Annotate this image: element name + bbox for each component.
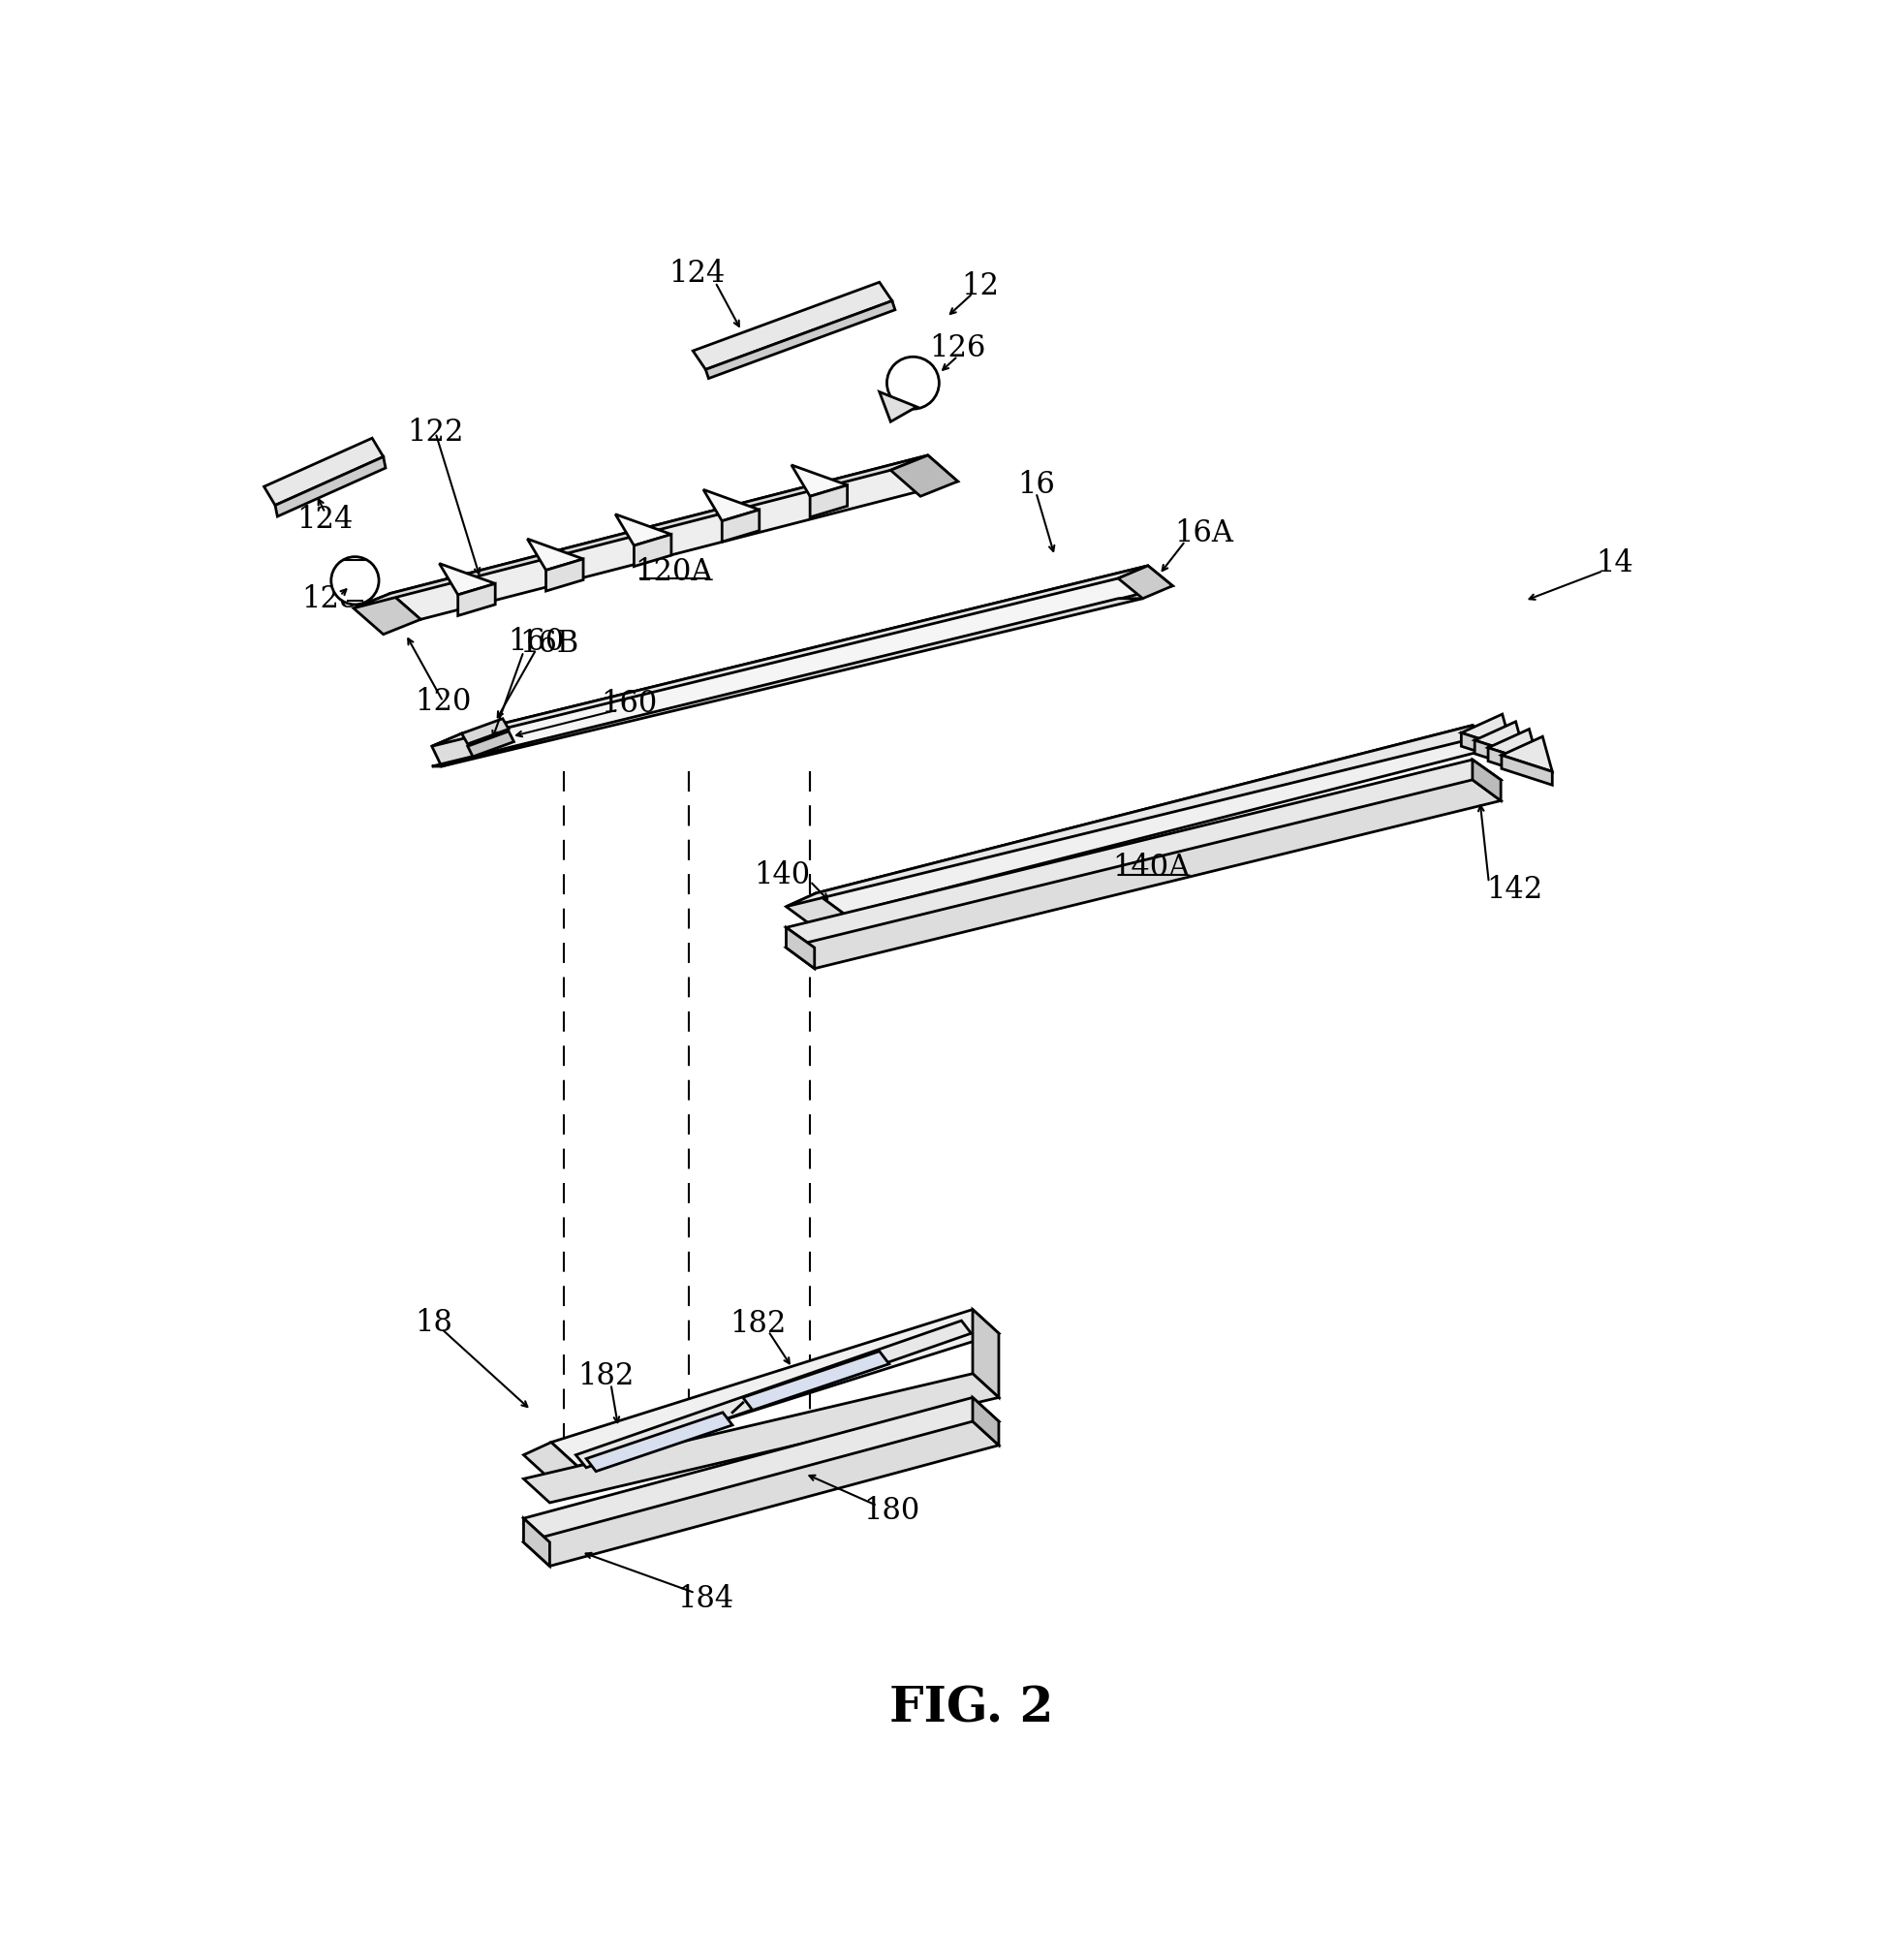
Polygon shape bbox=[809, 486, 847, 517]
Polygon shape bbox=[432, 566, 1148, 747]
Text: 124: 124 bbox=[297, 506, 352, 535]
Text: 120A: 120A bbox=[634, 557, 712, 588]
Text: 160: 160 bbox=[508, 627, 564, 657]
Polygon shape bbox=[432, 733, 487, 766]
Polygon shape bbox=[786, 760, 1500, 947]
Text: 18: 18 bbox=[415, 1307, 453, 1339]
Polygon shape bbox=[354, 594, 420, 635]
Polygon shape bbox=[816, 725, 1500, 913]
Text: 140A: 140A bbox=[1112, 853, 1189, 882]
Polygon shape bbox=[1460, 733, 1511, 762]
Text: 180: 180 bbox=[864, 1495, 920, 1527]
Polygon shape bbox=[523, 1519, 549, 1566]
Polygon shape bbox=[634, 535, 670, 566]
Polygon shape bbox=[1487, 747, 1538, 778]
Polygon shape bbox=[703, 490, 759, 521]
Polygon shape bbox=[616, 514, 670, 545]
Polygon shape bbox=[786, 780, 1500, 968]
Text: 14: 14 bbox=[1595, 549, 1633, 578]
Polygon shape bbox=[705, 300, 894, 378]
Polygon shape bbox=[722, 510, 759, 541]
Text: 126: 126 bbox=[928, 333, 985, 365]
Polygon shape bbox=[462, 719, 508, 745]
Polygon shape bbox=[972, 1309, 998, 1397]
Text: 160: 160 bbox=[600, 688, 657, 719]
Polygon shape bbox=[523, 1421, 998, 1566]
Polygon shape bbox=[1487, 729, 1538, 764]
Polygon shape bbox=[786, 894, 845, 927]
Polygon shape bbox=[523, 1443, 578, 1478]
Text: 124: 124 bbox=[669, 259, 725, 288]
Polygon shape bbox=[742, 1350, 888, 1409]
Polygon shape bbox=[432, 598, 1142, 766]
Text: 16B: 16B bbox=[519, 629, 578, 659]
Polygon shape bbox=[890, 455, 956, 496]
Polygon shape bbox=[263, 439, 383, 506]
Polygon shape bbox=[1117, 566, 1172, 598]
Polygon shape bbox=[792, 465, 847, 496]
Text: 184: 184 bbox=[676, 1584, 733, 1613]
Text: 16: 16 bbox=[1017, 470, 1055, 500]
Circle shape bbox=[886, 357, 939, 410]
Text: 12: 12 bbox=[960, 270, 998, 302]
Text: 182: 182 bbox=[729, 1309, 786, 1339]
Text: FIG. 2: FIG. 2 bbox=[888, 1686, 1053, 1733]
Text: 128: 128 bbox=[301, 584, 358, 613]
Polygon shape bbox=[458, 584, 494, 615]
Polygon shape bbox=[879, 392, 917, 421]
Polygon shape bbox=[462, 566, 1172, 755]
Polygon shape bbox=[1474, 741, 1525, 770]
Polygon shape bbox=[354, 455, 928, 608]
Polygon shape bbox=[468, 731, 513, 757]
Text: 120: 120 bbox=[415, 686, 472, 717]
Polygon shape bbox=[527, 539, 583, 570]
Polygon shape bbox=[1500, 737, 1551, 772]
Polygon shape bbox=[972, 1397, 998, 1445]
Polygon shape bbox=[576, 1321, 972, 1468]
Polygon shape bbox=[1474, 721, 1525, 757]
Polygon shape bbox=[523, 1397, 998, 1543]
Polygon shape bbox=[786, 725, 1472, 907]
Polygon shape bbox=[545, 559, 583, 592]
Polygon shape bbox=[1500, 755, 1551, 786]
Polygon shape bbox=[1472, 760, 1500, 802]
Polygon shape bbox=[551, 1309, 998, 1466]
Text: 16A: 16A bbox=[1174, 519, 1233, 549]
Polygon shape bbox=[693, 282, 892, 370]
Text: 142: 142 bbox=[1485, 876, 1542, 906]
Polygon shape bbox=[439, 563, 494, 594]
Polygon shape bbox=[1460, 713, 1511, 749]
Text: 140: 140 bbox=[754, 860, 809, 890]
Polygon shape bbox=[585, 1413, 733, 1472]
Polygon shape bbox=[523, 1374, 998, 1503]
Polygon shape bbox=[786, 927, 814, 968]
Text: 182: 182 bbox=[578, 1362, 634, 1392]
Circle shape bbox=[331, 557, 379, 604]
Polygon shape bbox=[390, 455, 956, 619]
Text: 122: 122 bbox=[407, 417, 464, 449]
Polygon shape bbox=[275, 457, 384, 515]
